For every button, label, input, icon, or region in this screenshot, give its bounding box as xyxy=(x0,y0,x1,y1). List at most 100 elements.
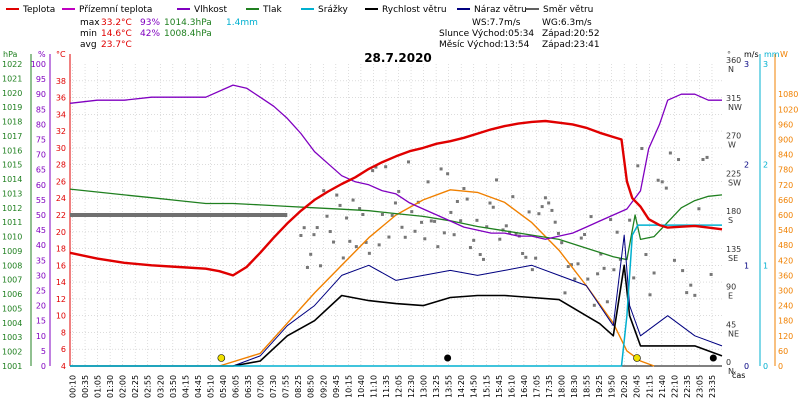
legend-label: Přízemní teplota xyxy=(79,5,152,15)
temp-tick: 22 xyxy=(56,211,66,220)
humidity-tick: 75 xyxy=(36,136,46,145)
dir-dot xyxy=(563,291,567,295)
x-tick-label: 01:05 xyxy=(94,375,103,398)
legend-label: Tlak xyxy=(262,5,283,15)
x-tick-label: 03:20 xyxy=(156,375,165,398)
dir-dot xyxy=(397,189,401,193)
dir-dot xyxy=(387,235,391,239)
temp-tick: 8 xyxy=(61,328,66,337)
temp-tick: 32 xyxy=(56,127,66,136)
dir-dot xyxy=(325,214,329,218)
x-tick-label: 17:05 xyxy=(532,375,541,398)
solar-tick: 60 xyxy=(778,347,788,356)
x-tick-label: 13:25 xyxy=(432,375,441,398)
dir-dot xyxy=(495,178,499,182)
solar-tick: 1020 xyxy=(778,105,798,114)
temp-tick: 6 xyxy=(61,345,66,354)
x-tick-label: 05:10 xyxy=(206,375,215,398)
x-tick-label: 15:15 xyxy=(482,375,491,398)
dir-dot xyxy=(406,160,410,164)
dir-dot xyxy=(636,164,640,168)
dir-dot xyxy=(681,269,685,273)
x-tick-label: 13:00 xyxy=(420,375,429,398)
x-tick-label: 18:00 xyxy=(558,375,567,398)
x-tick-label: 07:00 xyxy=(257,375,266,398)
solar-tick: 660 xyxy=(778,196,793,205)
dir-dot xyxy=(459,219,463,223)
dir-dot xyxy=(413,229,417,233)
dir-dot xyxy=(573,277,577,281)
dir-dot xyxy=(309,252,313,256)
series-srážky xyxy=(70,224,722,367)
pressure-tick: 1018 xyxy=(2,118,22,127)
pressure-tick: 1013 xyxy=(2,189,22,198)
dir-compass-label: N xyxy=(728,65,734,74)
pressure-tick: 1005 xyxy=(2,304,22,313)
temp-tick: 14 xyxy=(56,278,66,287)
dir-dot xyxy=(442,231,446,235)
x-tick-label: 09:45 xyxy=(332,375,341,398)
x-tick-label: 19:25 xyxy=(595,375,604,398)
dir-dot xyxy=(481,257,485,261)
dir-dot xyxy=(652,271,656,275)
dir-dot xyxy=(377,243,381,247)
series-tlak xyxy=(69,188,723,261)
pressure-tick: 1017 xyxy=(2,132,22,141)
x-tick-label: 06:35 xyxy=(244,375,253,398)
dir-dot xyxy=(693,293,697,297)
dir-dot xyxy=(589,215,593,219)
temp-tick: 4 xyxy=(61,362,66,371)
dir-dot xyxy=(446,172,450,176)
x-tick-label: 18:30 xyxy=(570,375,579,398)
wind-tick: 2 xyxy=(744,161,749,170)
x-tick-label: 11:10 xyxy=(369,375,378,398)
dir-compass-label: NE xyxy=(728,329,739,338)
x-tick-label: 02:25 xyxy=(131,375,140,398)
humidity-tick: 70 xyxy=(36,151,46,160)
humidity-tick: 85 xyxy=(36,105,46,114)
axis-label-ms: m/s xyxy=(744,50,759,59)
legend: Teplota Přízemní teplota Vlhkost Tlak Srážky… xyxy=(6,5,593,15)
humidity-tick: 40 xyxy=(36,241,46,250)
x-tick-label: 18:55 xyxy=(583,375,592,398)
dir-dot xyxy=(709,272,713,276)
legend-label: Rychlost větru xyxy=(382,5,447,15)
temp-tick: 24 xyxy=(56,194,66,203)
axis-label-wm2: W xyxy=(780,50,788,59)
solar-tick: 120 xyxy=(778,332,793,341)
dir-dot xyxy=(648,293,652,297)
dir-dot xyxy=(697,207,701,211)
chart-title: 28.7.2020 xyxy=(364,51,432,65)
dir-compass-label: W xyxy=(728,141,736,150)
dir-dot xyxy=(556,231,560,235)
wind-tick: 1 xyxy=(744,261,749,270)
dir-dot xyxy=(550,208,554,212)
dir-dot xyxy=(400,225,404,229)
wind-ws: WS:7.7m/s xyxy=(472,18,521,28)
pressure-tick: 1002 xyxy=(2,348,22,357)
x-tick-label: 04:15 xyxy=(181,375,190,398)
dir-dot xyxy=(305,265,309,269)
stats: max 33.2°C 93% 1014.3hPa 1.4mm min 14.6°… xyxy=(80,18,258,50)
x-tick-label: 07:55 xyxy=(282,375,291,398)
temp-tick: 10 xyxy=(56,312,66,321)
pressure-tick: 1012 xyxy=(2,204,22,213)
x-tick-label: 02:00 xyxy=(119,375,128,398)
dir-dot xyxy=(332,240,336,244)
dir-dot xyxy=(361,213,365,217)
humidity-tick: 90 xyxy=(36,90,46,99)
dir-dot xyxy=(393,201,397,205)
left-axes: 4681012141618202224262830323436381001100… xyxy=(2,54,71,371)
temp-tick: 12 xyxy=(56,295,66,304)
dir-dot xyxy=(338,203,342,207)
pressure-tick: 1008 xyxy=(2,261,22,270)
dir-dot xyxy=(384,165,388,169)
humidity-tick: 60 xyxy=(36,181,46,190)
x-tick-label: 07:30 xyxy=(269,375,278,398)
wind-wg: WG:6.3m/s xyxy=(542,18,592,28)
dir-dot xyxy=(537,212,541,216)
dir-dot xyxy=(543,196,547,200)
dir-dot xyxy=(530,268,534,272)
pressure-tick: 1007 xyxy=(2,276,22,285)
stat-avg-temp: 23.7°C xyxy=(101,40,132,50)
